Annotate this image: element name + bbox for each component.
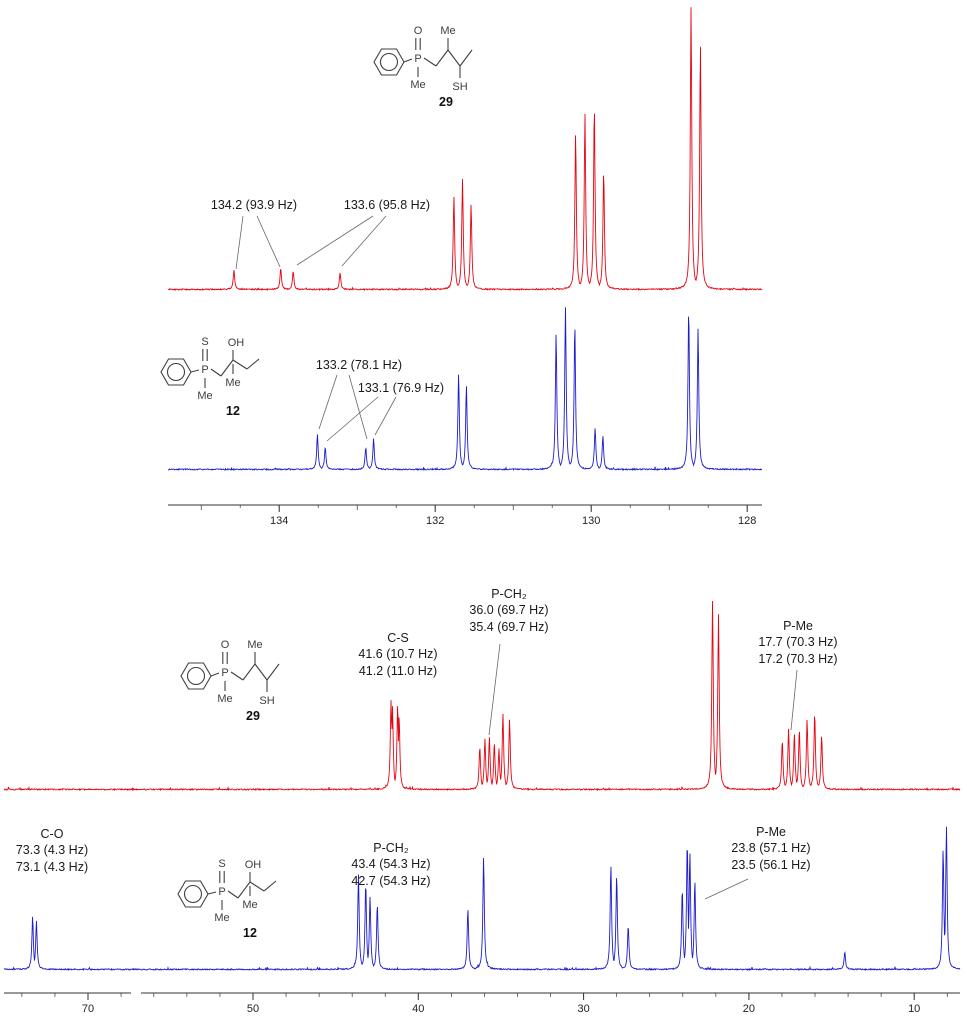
sulfur-label: S	[218, 858, 225, 870]
structure-29-bonds	[180, 652, 280, 692]
aliphatic-tick-label: 50	[247, 1003, 259, 1015]
thiol-label: SH	[452, 81, 467, 93]
structure-12-bonds	[177, 871, 277, 910]
aliphatic-12-trace	[3, 826, 961, 972]
benzene-ring	[373, 48, 405, 76]
methyl-label: Me	[440, 25, 455, 37]
structure-29-bonds	[373, 38, 473, 78]
annotation-value: 41.6 (10.7 Hz)	[358, 647, 438, 662]
annotation-value: 43.4 (54.3 Hz)	[351, 857, 431, 872]
callout-line	[318, 374, 338, 430]
callout-line	[348, 374, 368, 440]
annotation-value: 23.5 (56.1 Hz)	[731, 857, 811, 872]
annotation-value: 41.2 (11.0 Hz)	[358, 663, 438, 678]
hydroxyl-label: OH	[245, 859, 262, 871]
annotation-title: C-O	[40, 827, 64, 841]
callout-line	[488, 643, 501, 736]
p-methyl-label: Me	[410, 79, 425, 91]
annotation-title: C-S	[387, 631, 409, 645]
annotation-value: 23.8 (57.1 Hz)	[731, 841, 811, 856]
oxygen-label: O	[414, 25, 423, 37]
benzene-ring	[177, 880, 209, 908]
annotation-title: P-Me	[756, 825, 786, 839]
callout-line	[374, 396, 397, 436]
aromatic-tick-label: 130	[582, 515, 600, 527]
aromatic-tick-label: 128	[738, 515, 756, 527]
annotation-value: 17.7 (70.3 Hz)	[758, 635, 838, 650]
peak-annotation-133-2: 133.2 (78.1 Hz)	[315, 358, 403, 372]
structure-12: S OH P Me Me 12	[177, 858, 277, 940]
aromatic-circle	[183, 884, 203, 904]
phosphorus-label: P	[218, 886, 225, 898]
callout-line	[235, 215, 244, 270]
annotation-title: P-Me	[783, 619, 813, 633]
annotation-value: 73.1 (4.3 Hz)	[15, 859, 89, 874]
structure-29: O Me P Me SH 29	[180, 639, 280, 723]
peak-annotation-co: C-O 73.3 (4.3 Hz) 73.1 (4.3 Hz)	[0, 826, 108, 875]
benzene-ring	[180, 662, 212, 690]
thiol-label: SH	[259, 695, 274, 707]
compound-number: 12	[243, 926, 257, 940]
oxygen-label: O	[221, 639, 230, 651]
p-methyl-label: Me	[217, 693, 232, 705]
methyl-label: Me	[247, 639, 262, 651]
peak-annotation-pch2-blue: P-CH₂ 43.4 (54.3 Hz) 42.7 (54.3 Hz)	[330, 840, 452, 889]
compound-number: 29	[246, 709, 260, 723]
aliphatic-tick-label: 30	[577, 1003, 589, 1015]
aromatic-tick-label: 134	[270, 515, 288, 527]
annotation-value: 42.7 (54.3 Hz)	[351, 873, 431, 888]
peak-annotation-134-2: 134.2 (93.9 Hz)	[210, 198, 298, 212]
aliphatic-tick-label: 70	[82, 1003, 94, 1015]
peak-annotation-pme-red: P-Me 17.7 (70.3 Hz) 17.2 (70.3 Hz)	[737, 618, 859, 667]
phosphorus-label: P	[201, 364, 208, 376]
p-methyl-label: Me	[214, 912, 229, 924]
structure-12-bonds	[160, 349, 260, 388]
annotation-title: P-CH₂	[373, 841, 409, 855]
annotation-value: 35.4 (69.7 Hz)	[469, 619, 549, 634]
compound-number: 12	[226, 404, 240, 418]
callout-line	[326, 396, 379, 442]
annotation-value: 17.2 (70.3 Hz)	[758, 651, 838, 666]
peak-annotation-pch2-red: P-CH₂ 36.0 (69.7 Hz) 35.4 (69.7 Hz)	[448, 586, 570, 635]
aromatic-circle	[379, 52, 399, 72]
peak-annotation-133-6: 133.6 (95.8 Hz)	[343, 198, 431, 212]
benzene-ring	[160, 358, 192, 386]
annotation-value: 73.3 (4.3 Hz)	[15, 843, 89, 858]
callout-line	[704, 878, 749, 900]
aromatic-circle	[166, 362, 186, 382]
p-methyl-label: Me	[197, 390, 212, 402]
annotation-title: P-CH₂	[491, 587, 527, 601]
aromatic-29-trace	[167, 7, 763, 292]
aromatic-tick-label: 132	[426, 515, 444, 527]
callout-line	[296, 215, 374, 266]
aromatic-12-trace	[167, 307, 763, 472]
structure-29: O Me P Me SH 29	[373, 25, 473, 109]
callout-line	[790, 669, 798, 731]
structure-12: S OH P Me Me 12	[160, 336, 260, 418]
aliphatic-tick-label: 10	[908, 1003, 920, 1015]
callout-line	[256, 215, 281, 268]
aromatic-circle	[186, 666, 206, 686]
peak-annotation-pme-blue: P-Me 23.8 (57.1 Hz) 23.5 (56.1 Hz)	[710, 824, 832, 873]
hydroxyl-label: OH	[228, 337, 245, 349]
annotation-value: 36.0 (69.7 Hz)	[469, 603, 549, 618]
sulfur-label: S	[201, 336, 208, 348]
phosphorus-label: P	[414, 53, 421, 65]
c-methyl-label: Me	[225, 377, 240, 389]
compound-number: 29	[439, 95, 453, 109]
peak-annotation-133-1: 133.1 (76.9 Hz)	[357, 381, 445, 395]
peak-annotation-cs: C-S 41.6 (10.7 Hz) 41.2 (11.0 Hz)	[337, 630, 459, 679]
aliphatic-tick-label: 40	[412, 1003, 424, 1015]
phosphorus-label: P	[221, 667, 228, 679]
callout-line	[341, 215, 387, 267]
callout-lines	[235, 215, 798, 900]
aliphatic-29-trace	[3, 600, 961, 792]
aliphatic-tick-label: 20	[743, 1003, 755, 1015]
c-methyl-label: Me	[242, 899, 257, 911]
